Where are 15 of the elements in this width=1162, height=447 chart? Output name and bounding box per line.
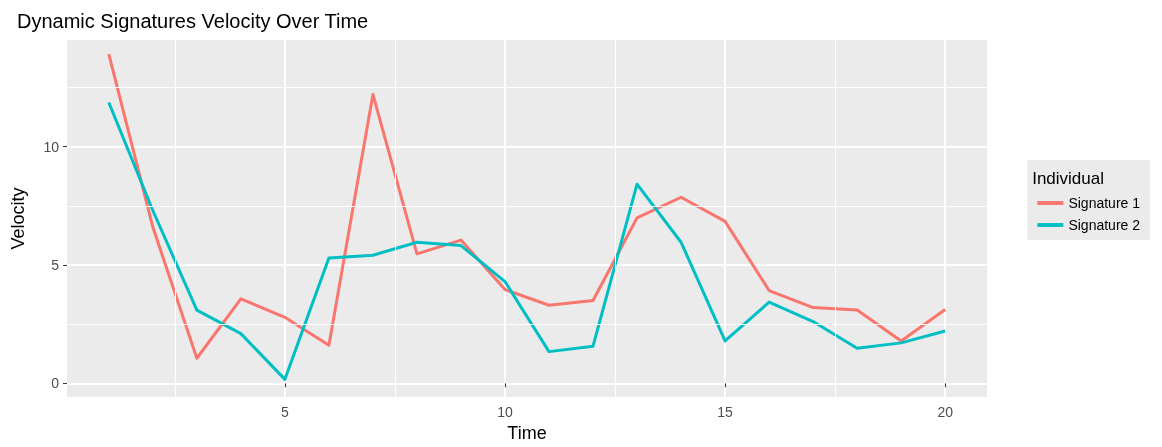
x-tick-label: 15 bbox=[717, 404, 734, 421]
x-tick-label: 10 bbox=[497, 404, 513, 421]
y-tick-label: 10 bbox=[43, 138, 60, 155]
line-series bbox=[107, 101, 947, 381]
line-series bbox=[107, 52, 947, 360]
y-tick-label: 5 bbox=[51, 256, 60, 273]
x-tick-label: 5 bbox=[281, 404, 289, 421]
legend-label: Signature 1 bbox=[1068, 195, 1141, 211]
y-tick-label: 0 bbox=[51, 375, 60, 392]
x-axis-title: Time bbox=[507, 423, 547, 443]
chart-title: Dynamic Signatures Velocity Over Time bbox=[17, 10, 369, 32]
legend-label: Signature 2 bbox=[1068, 217, 1141, 233]
legend-title: Individual bbox=[1032, 169, 1104, 188]
y-axis-title: Velocity bbox=[8, 187, 28, 250]
x-tick-label: 20 bbox=[937, 404, 954, 421]
